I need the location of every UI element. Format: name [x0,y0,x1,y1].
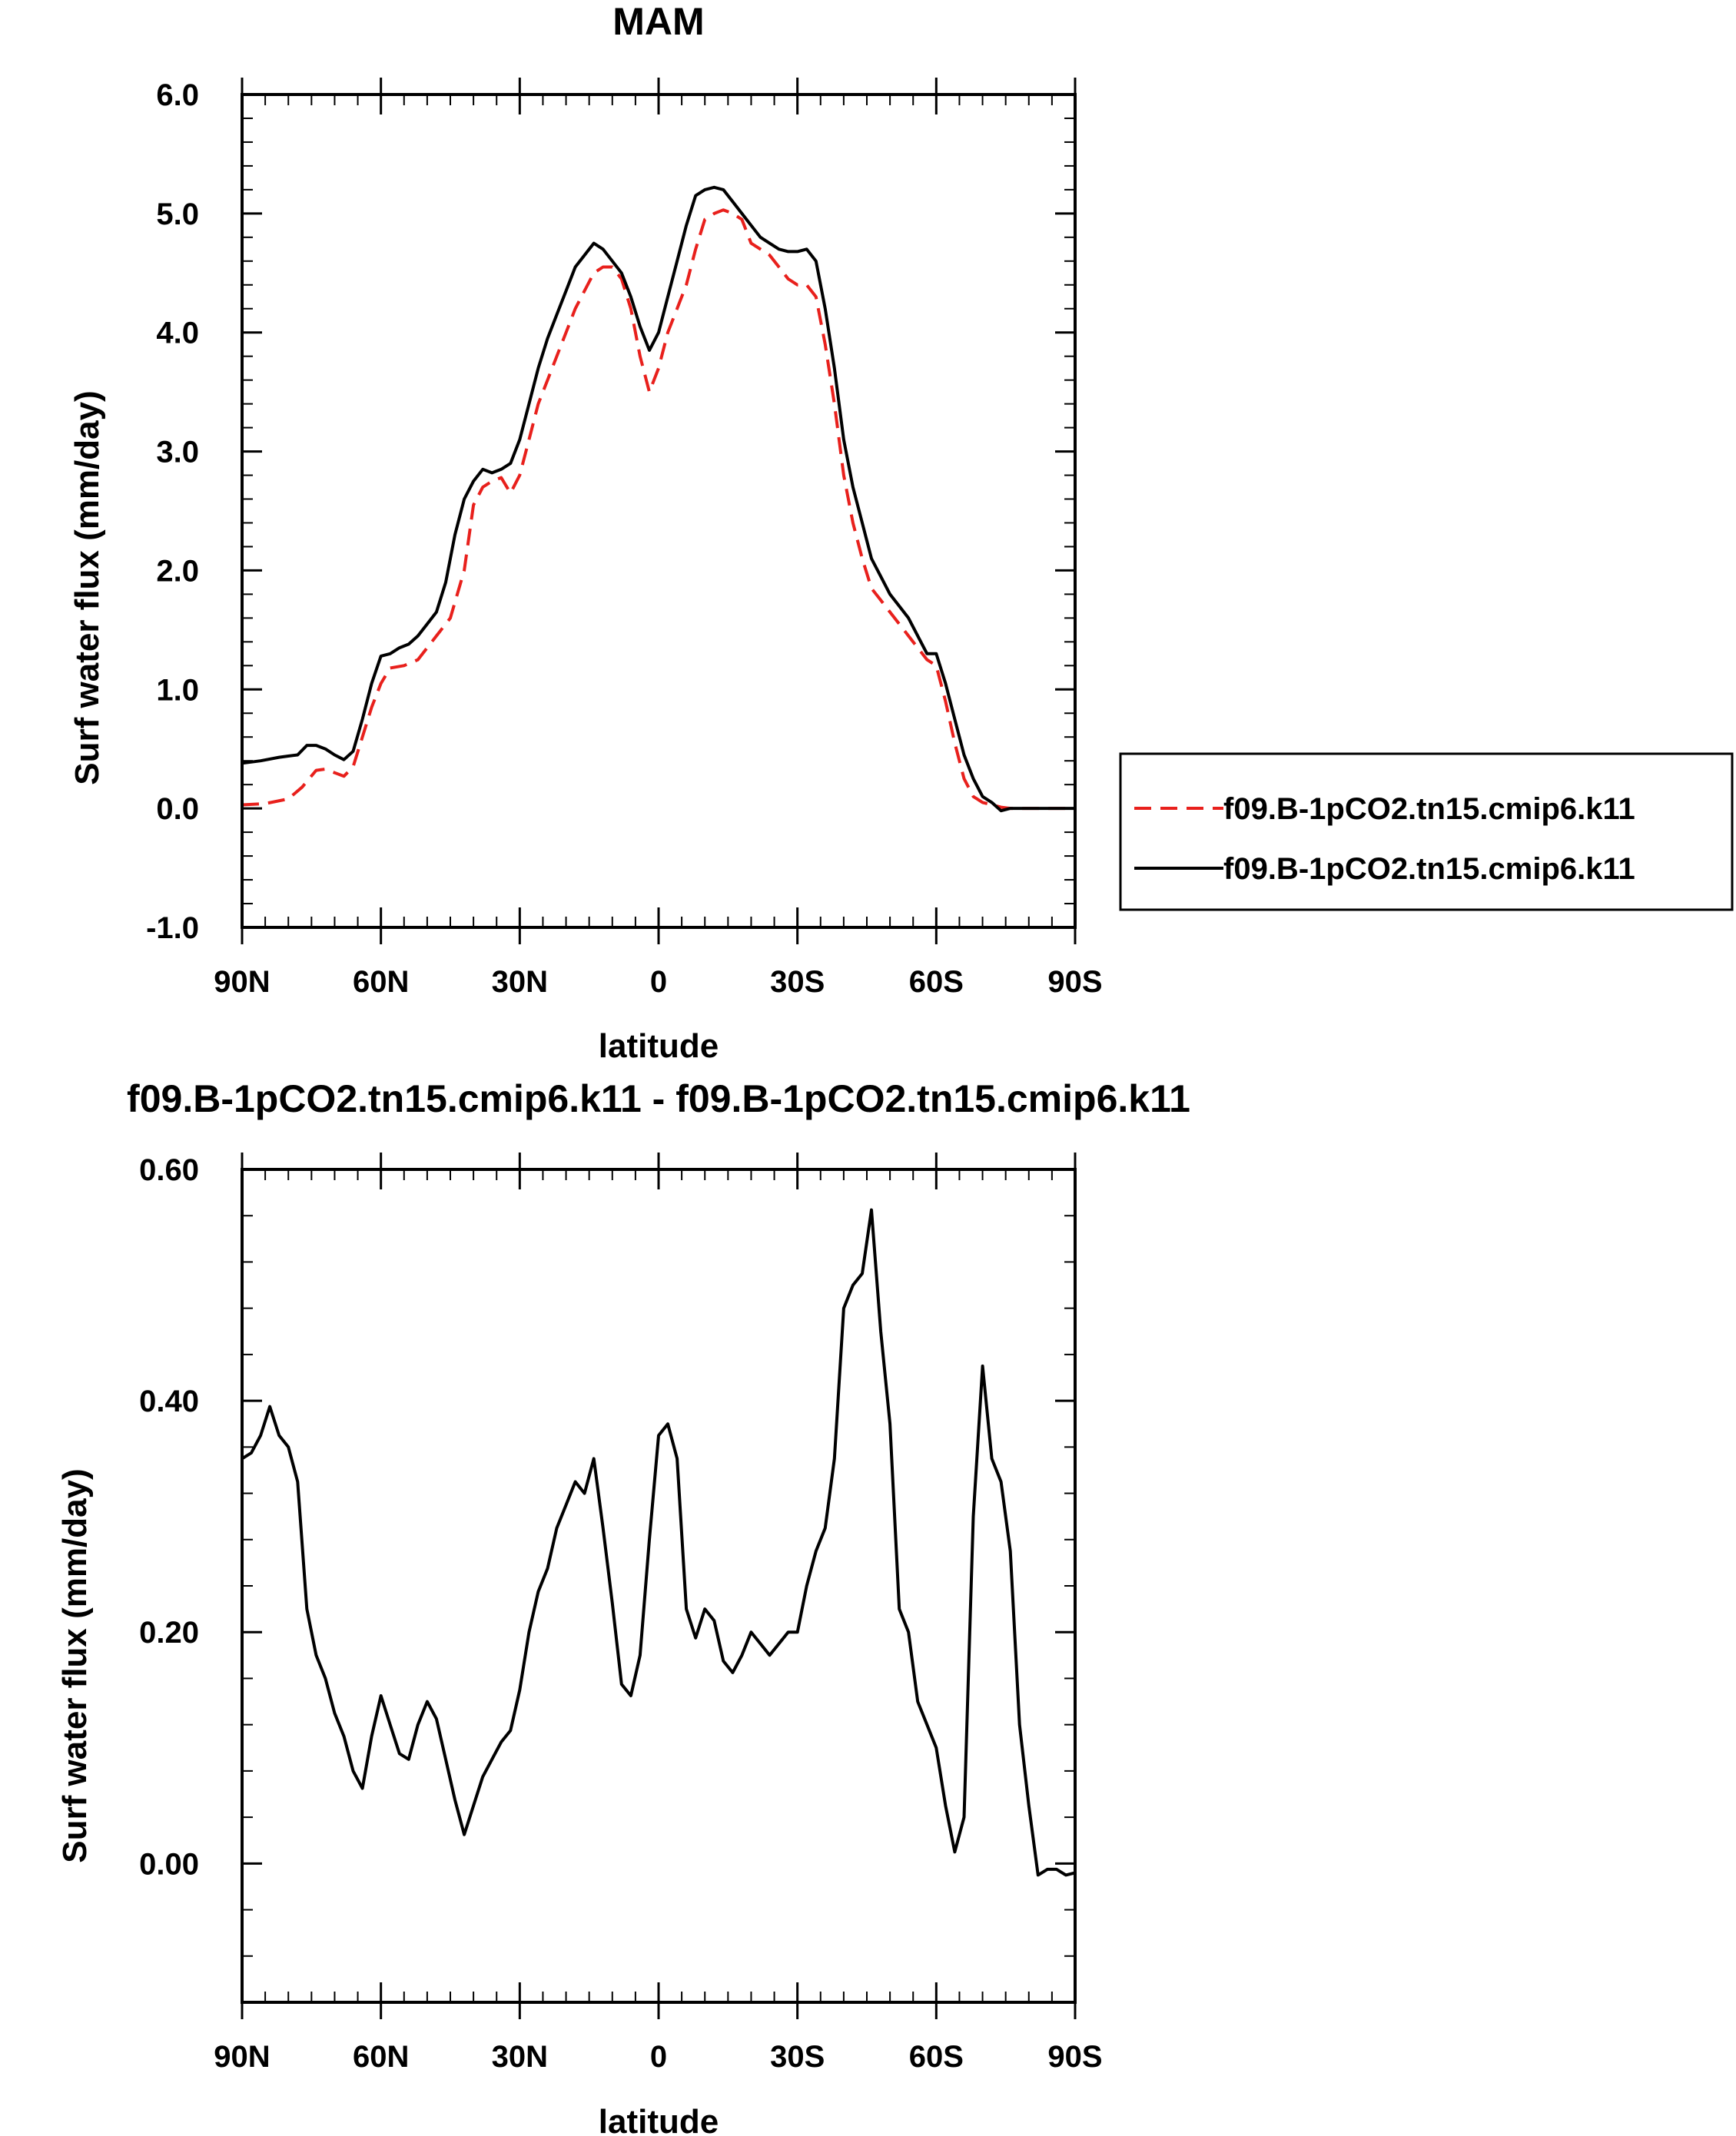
bottom-x-tick-label: 60S [909,2040,964,2074]
bottom-series-line-solid [241,1208,1076,1877]
top-x-tick-label: 30S [770,965,825,999]
legend-label-solid: f09.B-1pCO2.tn15.cmip6.k11 [1223,852,1635,886]
top-y-tick-label: 3.0 [156,436,199,469]
top-x-tick-label: 0 [650,965,667,999]
bottom-y-tick-label: 0.00 [139,1847,199,1881]
legend-label-dashed: f09.B-1pCO2.tn15.cmip6.k11 [1223,792,1635,826]
bottom-panel: f09.B-1pCO2.tn15.cmip6.k11 - f09.B-1pCO2… [56,1077,1190,2136]
top-y-tick-label: 5.0 [156,197,199,231]
bottom-x-tick-label: 30N [492,2040,548,2074]
bottom-y-axis-label: Surf water flux (mm/day) [56,1468,94,1862]
top-series-line-solid [241,185,1075,813]
bottom-tick-layer: 0.00 0.20 0.40 0.60 90N 60N 30N 0 30S 60S 90S [139,1153,1103,2074]
bottom-y-tick-label: 0.60 [139,1153,199,1187]
top-series-layer [241,185,1075,813]
top-y-tick-label: 0.0 [156,792,199,826]
top-y-tick-label: 6.0 [156,78,199,112]
bottom-y-tick-label: 0.40 [139,1385,199,1418]
top-x-tick-label: 90S [1047,965,1102,999]
top-y-tick-label: 1.0 [156,673,199,707]
bottom-chart-title: f09.B-1pCO2.tn15.cmip6.k11 - f09.B-1pCO2… [127,1077,1190,1120]
top-y-tick-label: 4.0 [156,317,199,350]
top-y-axis-label: Surf water flux (mm/day) [68,390,106,784]
top-x-tick-label: 60N [353,965,409,999]
bottom-x-tick-label: 90N [214,2040,270,2074]
legend: f09.B-1pCO2.tn15.cmip6.k11 f09.B-1pCO2.t… [1119,752,1734,911]
top-y-tick-label: 2.0 [156,554,199,588]
top-tick-layer: -1.0 0.0 1.0 2.0 3.0 4.0 5.0 6.0 90N 60N 30N 0 30S 60… [146,78,1103,999]
top-chart-title: MAM [612,0,704,43]
bottom-x-axis-label: latitude [599,2103,719,2136]
top-x-tick-label: 60S [909,965,964,999]
top-panel: MAM Surf water flux (mm/day) latitude -1… [68,0,1103,1065]
top-x-axis-label: latitude [599,1027,719,1065]
bottom-plot-frame [241,1168,1077,2004]
bottom-y-tick-label: 0.20 [139,1616,199,1650]
top-x-tick-label: 90N [214,965,270,999]
bottom-series-layer [241,1208,1076,1877]
bottom-x-tick-label: 60N [353,2040,409,2074]
legend-box [1119,752,1734,911]
bottom-x-tick-label: 0 [650,2040,667,2074]
top-x-tick-label: 30N [492,965,548,999]
bottom-x-tick-label: 90S [1047,2040,1102,2074]
top-y-tick-label: -1.0 [146,911,199,945]
top-series-line-dashed [241,208,1075,811]
bottom-x-tick-label: 30S [770,2040,825,2074]
top-plot-frame [241,93,1077,929]
